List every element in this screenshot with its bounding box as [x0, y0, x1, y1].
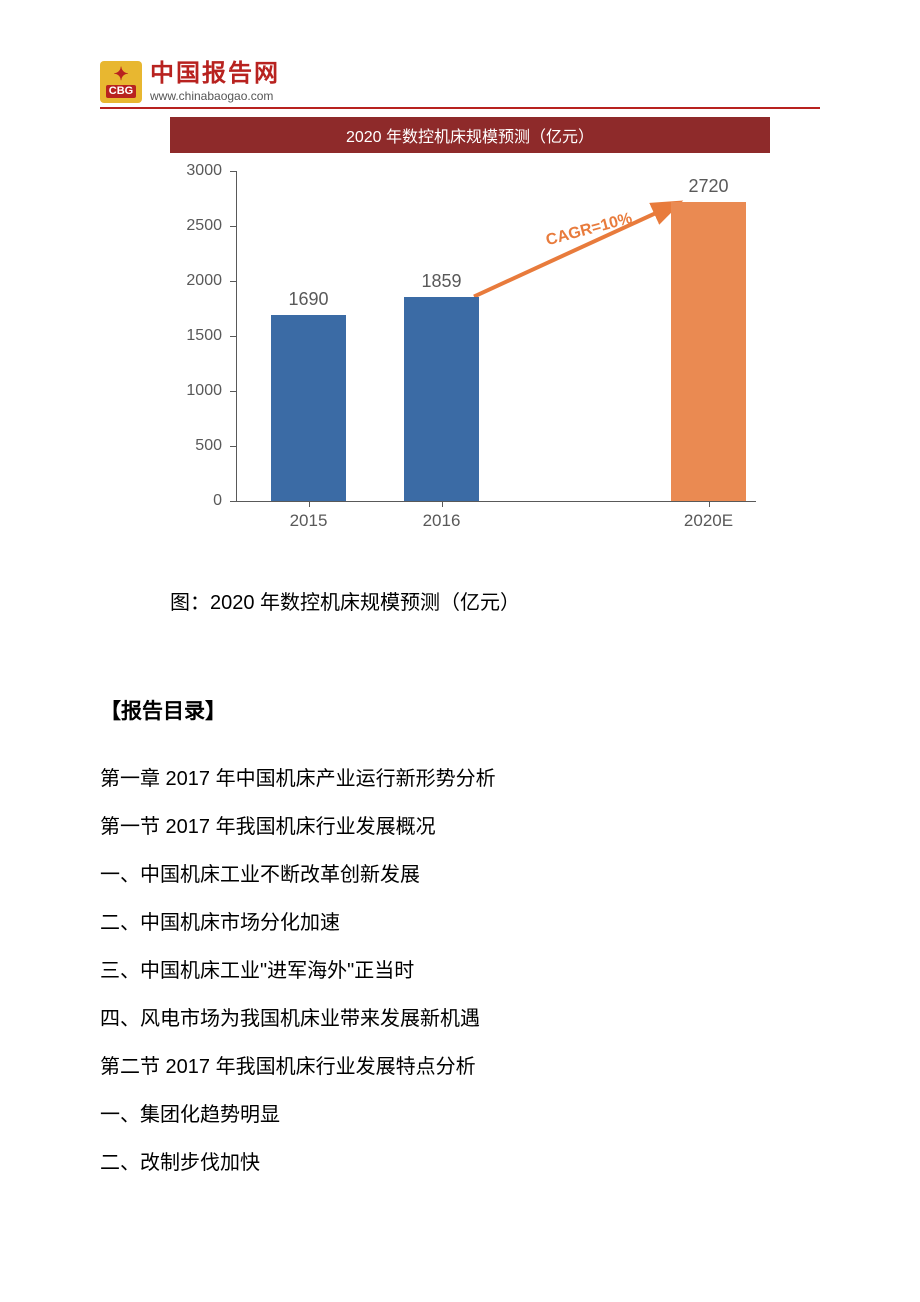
toc-item: 第二节 2017 年我国机床行业发展特点分析: [100, 1043, 820, 1091]
bar-value-label: 2720: [671, 176, 746, 197]
y-tick-mark: [230, 391, 236, 392]
y-tick-mark: [230, 281, 236, 282]
x-axis-label: 2020E: [671, 511, 746, 531]
plot-area: CAGR=10% 1690 1859 2720: [236, 171, 756, 501]
chart-bar: 2720: [671, 202, 746, 501]
toc-item: 二、中国机床市场分化加速: [100, 899, 820, 947]
chart-bar: 1690: [271, 315, 346, 501]
logo-title: 中国报告网: [150, 60, 280, 89]
header-divider: [100, 107, 820, 109]
toc-item: 四、风电市场为我国机床业带来发展新机遇: [100, 995, 820, 1043]
chart-title: 2020 年数控机床规模预测（亿元）: [170, 117, 770, 153]
chart-bar: 1859: [404, 297, 479, 501]
x-tick-mark: [309, 501, 310, 507]
x-tick-mark: [709, 501, 710, 507]
toc-item: 第一节 2017 年我国机床行业发展概况: [100, 803, 820, 851]
x-axis-line: [236, 501, 756, 502]
y-tick-label: 1500: [186, 327, 222, 345]
logo-badge: ✦ CBG: [100, 61, 142, 103]
y-tick-mark: [230, 171, 236, 172]
y-tick-mark: [230, 336, 236, 337]
bar-value-label: 1859: [404, 271, 479, 292]
toc-list: 第一章 2017 年中国机床产业运行新形势分析第一节 2017 年我国机床行业发…: [100, 755, 820, 1187]
toc-section: 【报告目录】 第一章 2017 年中国机床产业运行新形势分析第一节 2017 年…: [100, 695, 820, 1187]
logo-badge-icon: ✦: [113, 65, 128, 83]
y-tick-mark: [230, 446, 236, 447]
toc-item: 三、中国机床工业"进军海外"正当时: [100, 947, 820, 995]
y-axis: 050010001500200025003000: [170, 171, 230, 501]
y-tick-label: 2500: [186, 217, 222, 235]
x-axis-label: 2015: [271, 511, 346, 531]
toc-item: 二、改制步伐加快: [100, 1139, 820, 1187]
y-tick-label: 3000: [186, 162, 222, 180]
logo-text: 中国报告网 www.chinabaogao.com: [150, 60, 280, 103]
chart-area: 0 500 1000 1500 2000 2500 3000 CAGR=10% 1690 18…: [170, 161, 770, 551]
y-tick-mark: [230, 501, 236, 502]
y-tick-label: 0: [213, 492, 222, 510]
toc-item: 第一章 2017 年中国机床产业运行新形势分析: [100, 755, 820, 803]
toc-title: 【报告目录】: [100, 695, 820, 725]
logo-url: www.chinabaogao.com: [150, 89, 280, 103]
y-tick-label: 2000: [186, 272, 222, 290]
y-tick-label: 1000: [186, 382, 222, 400]
x-tick-mark: [442, 501, 443, 507]
y-tick-mark: [230, 226, 236, 227]
chart-section: 2020 年数控机床规模预测（亿元） 0 500 1000 1500 2000 2500 3…: [170, 117, 770, 551]
toc-item: 一、中国机床工业不断改革创新发展: [100, 851, 820, 899]
logo-section: ✦ CBG 中国报告网 www.chinabaogao.com: [100, 60, 820, 103]
cagr-label: CAGR=10%: [544, 210, 634, 250]
logo-badge-text: CBG: [106, 85, 136, 98]
x-axis-label: 2016: [404, 511, 479, 531]
y-tick-label: 500: [195, 437, 222, 455]
toc-item: 一、集团化趋势明显: [100, 1091, 820, 1139]
bar-value-label: 1690: [271, 289, 346, 310]
chart-caption: 图：2020 年数控机床规模预测（亿元）: [170, 586, 820, 615]
